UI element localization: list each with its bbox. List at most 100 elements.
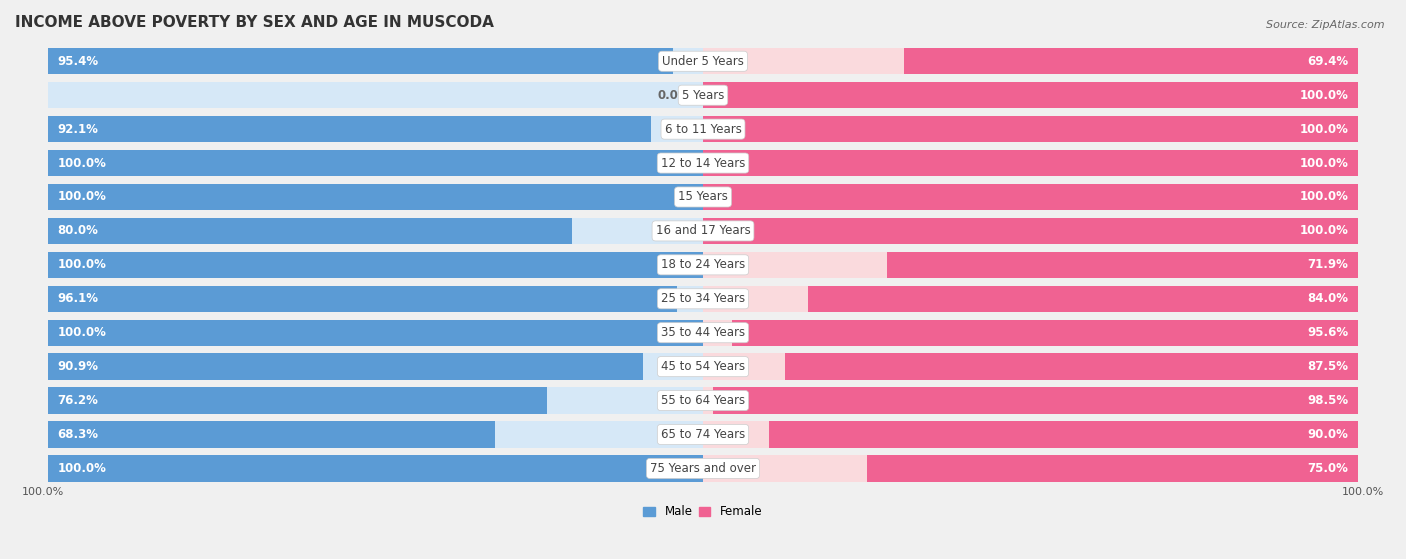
Bar (48, 286, 678, 312)
Text: 75 Years and over: 75 Years and over (650, 462, 756, 475)
Text: 96.1%: 96.1% (58, 292, 98, 305)
Bar (48, 387, 703, 414)
Bar (48, 252, 703, 278)
Text: 55 to 64 Years: 55 to 64 Years (661, 394, 745, 407)
Bar (48, 150, 1358, 176)
Bar (48, 421, 495, 448)
Text: 100.0%: 100.0% (58, 157, 107, 169)
Bar (703, 116, 1358, 142)
Text: 6 to 11 Years: 6 to 11 Years (665, 122, 741, 136)
Text: 16 and 17 Years: 16 and 17 Years (655, 224, 751, 238)
Bar (785, 353, 1358, 380)
Bar (904, 48, 1358, 74)
Text: 100.0%: 100.0% (1299, 224, 1348, 238)
Bar (48, 184, 703, 210)
Bar (703, 184, 1358, 210)
Bar (48, 320, 1358, 346)
Text: 5 Years: 5 Years (682, 89, 724, 102)
Text: 92.1%: 92.1% (58, 122, 98, 136)
Bar (48, 455, 703, 482)
Bar (48, 387, 1358, 414)
Bar (703, 286, 1358, 312)
Bar (769, 421, 1358, 448)
Text: 100.0%: 100.0% (58, 462, 107, 475)
Bar (703, 150, 1358, 176)
Bar (48, 353, 644, 380)
Bar (48, 218, 572, 244)
Text: 71.9%: 71.9% (1308, 258, 1348, 271)
Bar (703, 150, 1358, 176)
Bar (48, 353, 1358, 380)
Bar (48, 184, 1358, 210)
Bar (48, 48, 1358, 74)
Text: INCOME ABOVE POVERTY BY SEX AND AGE IN MUSCODA: INCOME ABOVE POVERTY BY SEX AND AGE IN M… (15, 15, 494, 30)
Bar (48, 286, 703, 312)
Bar (48, 218, 1358, 244)
Bar (48, 116, 1358, 142)
Text: Source: ZipAtlas.com: Source: ZipAtlas.com (1267, 20, 1385, 30)
Bar (733, 320, 1358, 346)
Text: 100.0%: 100.0% (58, 326, 107, 339)
Bar (703, 421, 1358, 448)
Bar (703, 252, 1358, 278)
Bar (703, 320, 1358, 346)
Bar (48, 218, 703, 244)
Bar (48, 48, 673, 74)
Text: 90.9%: 90.9% (58, 360, 98, 373)
Text: 100.0%: 100.0% (1299, 191, 1348, 203)
Text: 35 to 44 Years: 35 to 44 Years (661, 326, 745, 339)
Bar (48, 421, 703, 448)
Bar (48, 116, 703, 142)
Text: 76.2%: 76.2% (58, 394, 98, 407)
Bar (703, 353, 1358, 380)
Text: 12 to 14 Years: 12 to 14 Years (661, 157, 745, 169)
Text: 15 Years: 15 Years (678, 191, 728, 203)
Bar (703, 218, 1358, 244)
Bar (48, 252, 703, 278)
Bar (48, 150, 703, 176)
Text: Under 5 Years: Under 5 Years (662, 55, 744, 68)
Bar (48, 455, 1358, 482)
Bar (887, 252, 1358, 278)
Text: 25 to 34 Years: 25 to 34 Years (661, 292, 745, 305)
Text: 100.0%: 100.0% (1299, 157, 1348, 169)
Bar (703, 184, 1358, 210)
Text: 75.0%: 75.0% (1308, 462, 1348, 475)
Bar (48, 48, 703, 74)
Bar (713, 387, 1358, 414)
Text: 100.0%: 100.0% (1299, 122, 1348, 136)
Text: 68.3%: 68.3% (58, 428, 98, 441)
Text: 95.6%: 95.6% (1308, 326, 1348, 339)
Bar (703, 387, 1358, 414)
Text: 18 to 24 Years: 18 to 24 Years (661, 258, 745, 271)
Bar (48, 82, 703, 108)
Bar (868, 455, 1358, 482)
Bar (808, 286, 1358, 312)
Bar (48, 387, 547, 414)
Text: 100.0%: 100.0% (1299, 89, 1348, 102)
Bar (48, 353, 703, 380)
Bar (703, 455, 1358, 482)
Text: 45 to 54 Years: 45 to 54 Years (661, 360, 745, 373)
Bar (48, 252, 1358, 278)
Bar (48, 320, 703, 346)
Bar (48, 286, 1358, 312)
Text: 95.4%: 95.4% (58, 55, 98, 68)
Text: 90.0%: 90.0% (1308, 428, 1348, 441)
Bar (703, 82, 1358, 108)
Text: 80.0%: 80.0% (58, 224, 98, 238)
Text: 100.0%: 100.0% (1343, 487, 1385, 497)
Text: 87.5%: 87.5% (1308, 360, 1348, 373)
Text: 69.4%: 69.4% (1308, 55, 1348, 68)
Text: 100.0%: 100.0% (58, 191, 107, 203)
Bar (48, 82, 1358, 108)
Text: 0.0%: 0.0% (657, 89, 690, 102)
Bar (48, 421, 1358, 448)
Bar (703, 48, 1358, 74)
Text: 100.0%: 100.0% (58, 258, 107, 271)
Bar (48, 116, 651, 142)
Bar (703, 116, 1358, 142)
Text: 65 to 74 Years: 65 to 74 Years (661, 428, 745, 441)
Bar (703, 82, 1358, 108)
Bar (703, 218, 1358, 244)
